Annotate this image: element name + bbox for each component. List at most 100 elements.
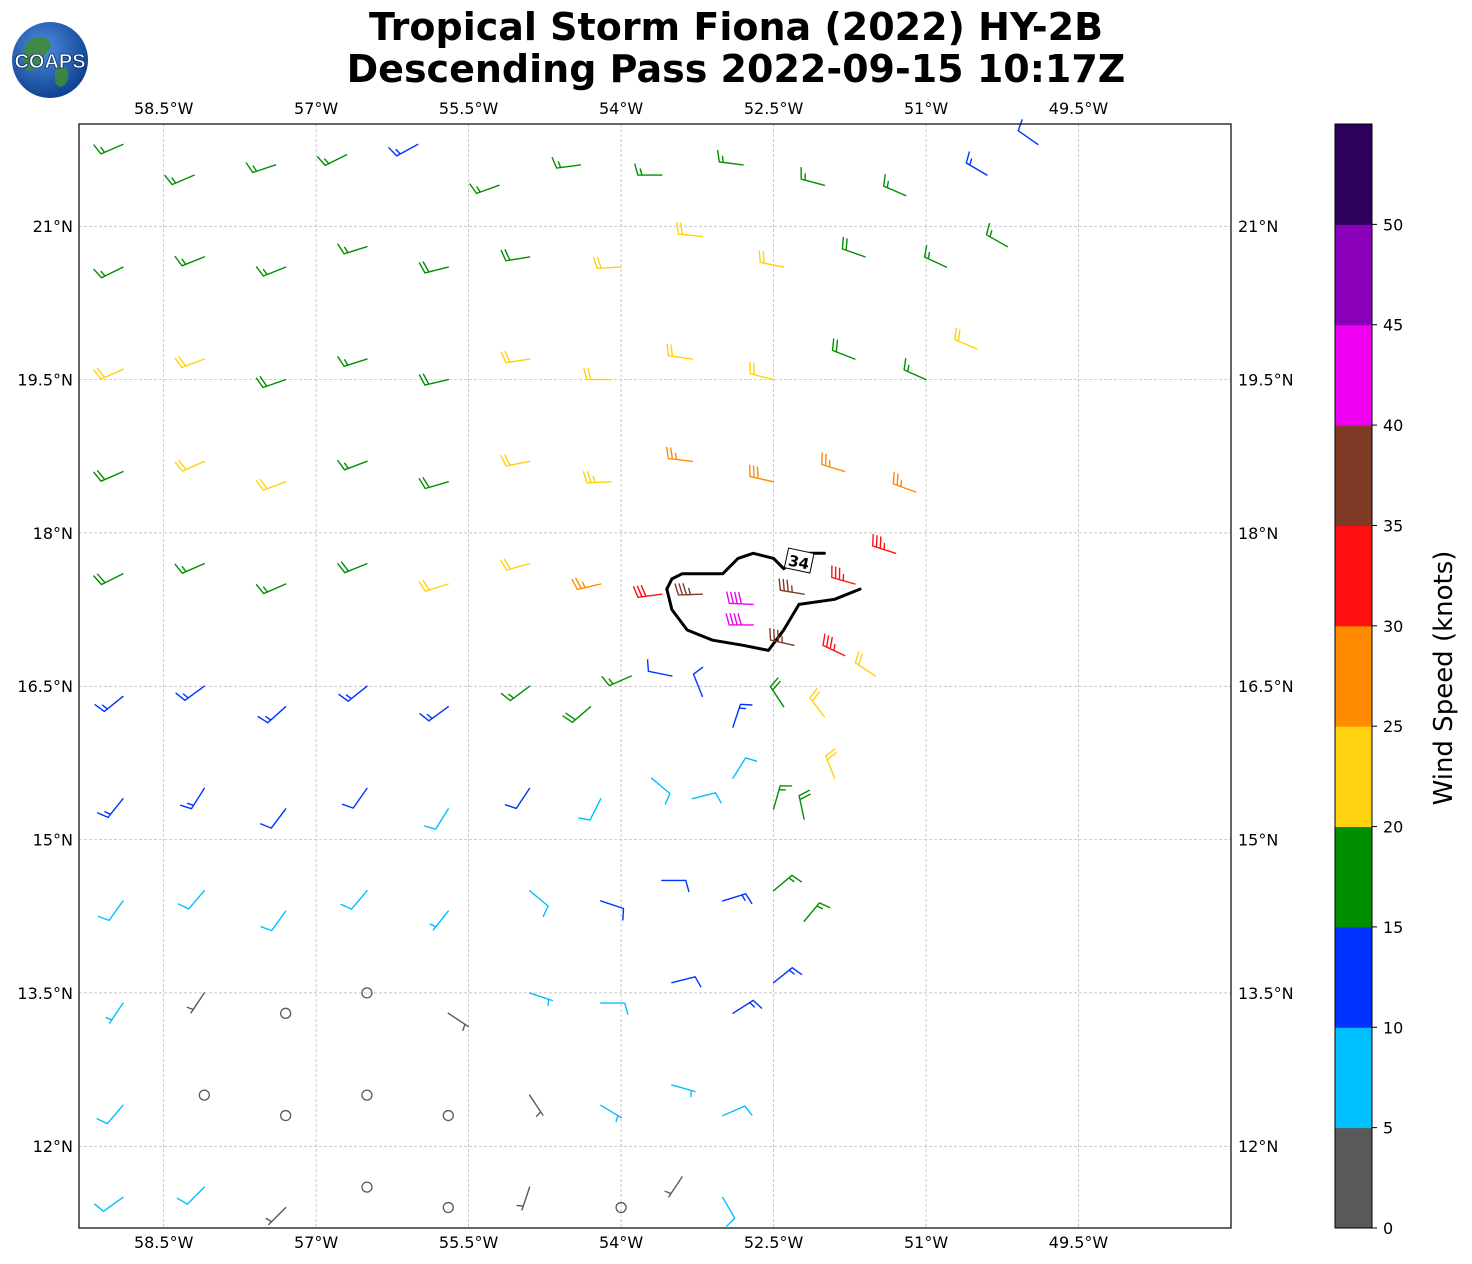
wind-barb bbox=[337, 243, 368, 255]
lon-tick-label-bottom: 49.5°W bbox=[1049, 1233, 1109, 1252]
colorbar-tick-label: 40 bbox=[1383, 416, 1403, 435]
wind-barb bbox=[418, 579, 449, 592]
wind-barb bbox=[664, 1176, 683, 1198]
lon-tick-label-top: 57°W bbox=[294, 99, 338, 118]
wind-barb bbox=[892, 471, 917, 493]
lat-tick-label-left: 13.5°N bbox=[17, 984, 73, 1003]
wind-barb bbox=[758, 250, 785, 268]
wind-barb bbox=[954, 327, 978, 350]
colorbar-frame bbox=[1334, 123, 1373, 1229]
wind-barb bbox=[798, 789, 811, 820]
wind-barb bbox=[337, 561, 368, 574]
wind-barb bbox=[562, 706, 592, 723]
calm-circle bbox=[615, 1201, 627, 1214]
wind-barb bbox=[419, 706, 449, 722]
wind-barb bbox=[632, 585, 663, 598]
colorbar-segment bbox=[1335, 1027, 1372, 1129]
wind-barb bbox=[500, 454, 531, 467]
wind-barb bbox=[528, 1094, 544, 1117]
wind-barb bbox=[749, 361, 775, 381]
colorbar: 0 5 10 15 20 25 30 35 40 45 50 bbox=[1334, 123, 1403, 1238]
calm-circle bbox=[361, 1181, 373, 1193]
wind-barb bbox=[821, 452, 846, 473]
wind-barb bbox=[265, 1206, 287, 1226]
wind-barb bbox=[424, 808, 449, 830]
wind-barb bbox=[923, 245, 948, 268]
wind-barb bbox=[338, 685, 368, 702]
wind-barb bbox=[418, 477, 449, 490]
wind-barb bbox=[528, 992, 554, 1007]
wind-barb bbox=[255, 266, 287, 277]
axis-ticks: 58.5°W 58.5°W 57°W 57°W 55.5°W 55.5°W 54°W 54°W… bbox=[17, 99, 1293, 1252]
wind-barb bbox=[671, 1084, 696, 1098]
lat-tick-label-left: 12°N bbox=[33, 1137, 73, 1156]
wind-barb bbox=[582, 471, 612, 484]
colorbar-tick-label: 20 bbox=[1383, 818, 1403, 837]
colorbar-segment bbox=[1335, 625, 1372, 727]
wind-barb bbox=[841, 236, 866, 258]
calm-circle bbox=[198, 1089, 210, 1101]
wind-barb bbox=[469, 183, 500, 195]
lat-tick-label-left: 19.5°N bbox=[17, 371, 73, 390]
wind-barb bbox=[179, 787, 205, 810]
logo-text: COAPS bbox=[14, 51, 85, 73]
wind-barb bbox=[1017, 119, 1039, 146]
colorbar-tick-label: 0 bbox=[1383, 1219, 1393, 1238]
figure-title-line1: Tropical Storm Fiona (2022) HY-2B bbox=[368, 5, 1104, 49]
calm-circle bbox=[361, 1089, 373, 1101]
wind-barb bbox=[499, 558, 531, 571]
colorbar-label: Wind Speed (knots) bbox=[1429, 551, 1459, 806]
lon-tick-label-bottom: 52.5°W bbox=[744, 1233, 804, 1252]
wind-barb bbox=[592, 256, 622, 269]
wind-barb bbox=[447, 1012, 469, 1031]
wind-barb bbox=[105, 1002, 124, 1024]
wind-barb bbox=[316, 154, 348, 167]
wind-barb bbox=[722, 1105, 753, 1117]
colorbar-tick-label: 15 bbox=[1383, 918, 1403, 937]
lon-tick-label-top: 49.5°W bbox=[1049, 99, 1109, 118]
wind-barb bbox=[772, 785, 793, 810]
wind-barb bbox=[528, 890, 549, 918]
wind-barb bbox=[164, 174, 195, 186]
colorbar-tick-label: 45 bbox=[1383, 316, 1403, 335]
wind-barb bbox=[985, 223, 1009, 248]
wind-barb bbox=[822, 633, 846, 657]
colorbar-tick-label: 25 bbox=[1383, 717, 1403, 736]
lon-tick-label-bottom: 57°W bbox=[294, 1233, 338, 1252]
wind-barb bbox=[177, 890, 205, 910]
wind-barb bbox=[965, 151, 988, 176]
lat-tick-label-right: 12°N bbox=[1238, 1137, 1278, 1156]
wind-barb bbox=[255, 478, 287, 491]
wind-barb bbox=[94, 1196, 124, 1212]
wind-barb bbox=[186, 992, 205, 1014]
wind-barb bbox=[748, 464, 775, 483]
wind-barb bbox=[634, 163, 663, 176]
wind-barb bbox=[600, 900, 625, 921]
wind-barb bbox=[388, 143, 419, 157]
wind-barb bbox=[692, 666, 704, 698]
calm-circle bbox=[361, 987, 373, 999]
wind-barb bbox=[675, 222, 704, 238]
wind-barb bbox=[516, 1186, 531, 1211]
wind-barb bbox=[722, 893, 753, 905]
lat-tick-label-right: 15°N bbox=[1238, 831, 1278, 850]
wind-barb bbox=[732, 703, 753, 728]
wind-barb bbox=[691, 792, 722, 804]
wind-barb bbox=[650, 777, 671, 805]
wind-barb bbox=[174, 256, 205, 267]
lon-tick-label-top: 52.5°W bbox=[744, 99, 804, 118]
colorbar-segment bbox=[1335, 224, 1372, 326]
colorbar-segment bbox=[1335, 324, 1372, 426]
figure-title-line2: Descending Pass 2022-09-15 10:17Z bbox=[346, 47, 1126, 91]
wind-barb bbox=[661, 879, 690, 893]
colorbar-segment bbox=[1335, 425, 1372, 526]
globe-logo-icon: COAPS bbox=[12, 22, 88, 98]
calm-circle bbox=[442, 1109, 454, 1122]
contour-label-box bbox=[783, 547, 815, 574]
wind-barb bbox=[255, 376, 287, 389]
wind-barb bbox=[257, 706, 287, 724]
wind-barb bbox=[500, 350, 531, 364]
wind-barb bbox=[174, 356, 205, 369]
wind-barb bbox=[772, 967, 803, 984]
wind-barb bbox=[418, 373, 449, 386]
